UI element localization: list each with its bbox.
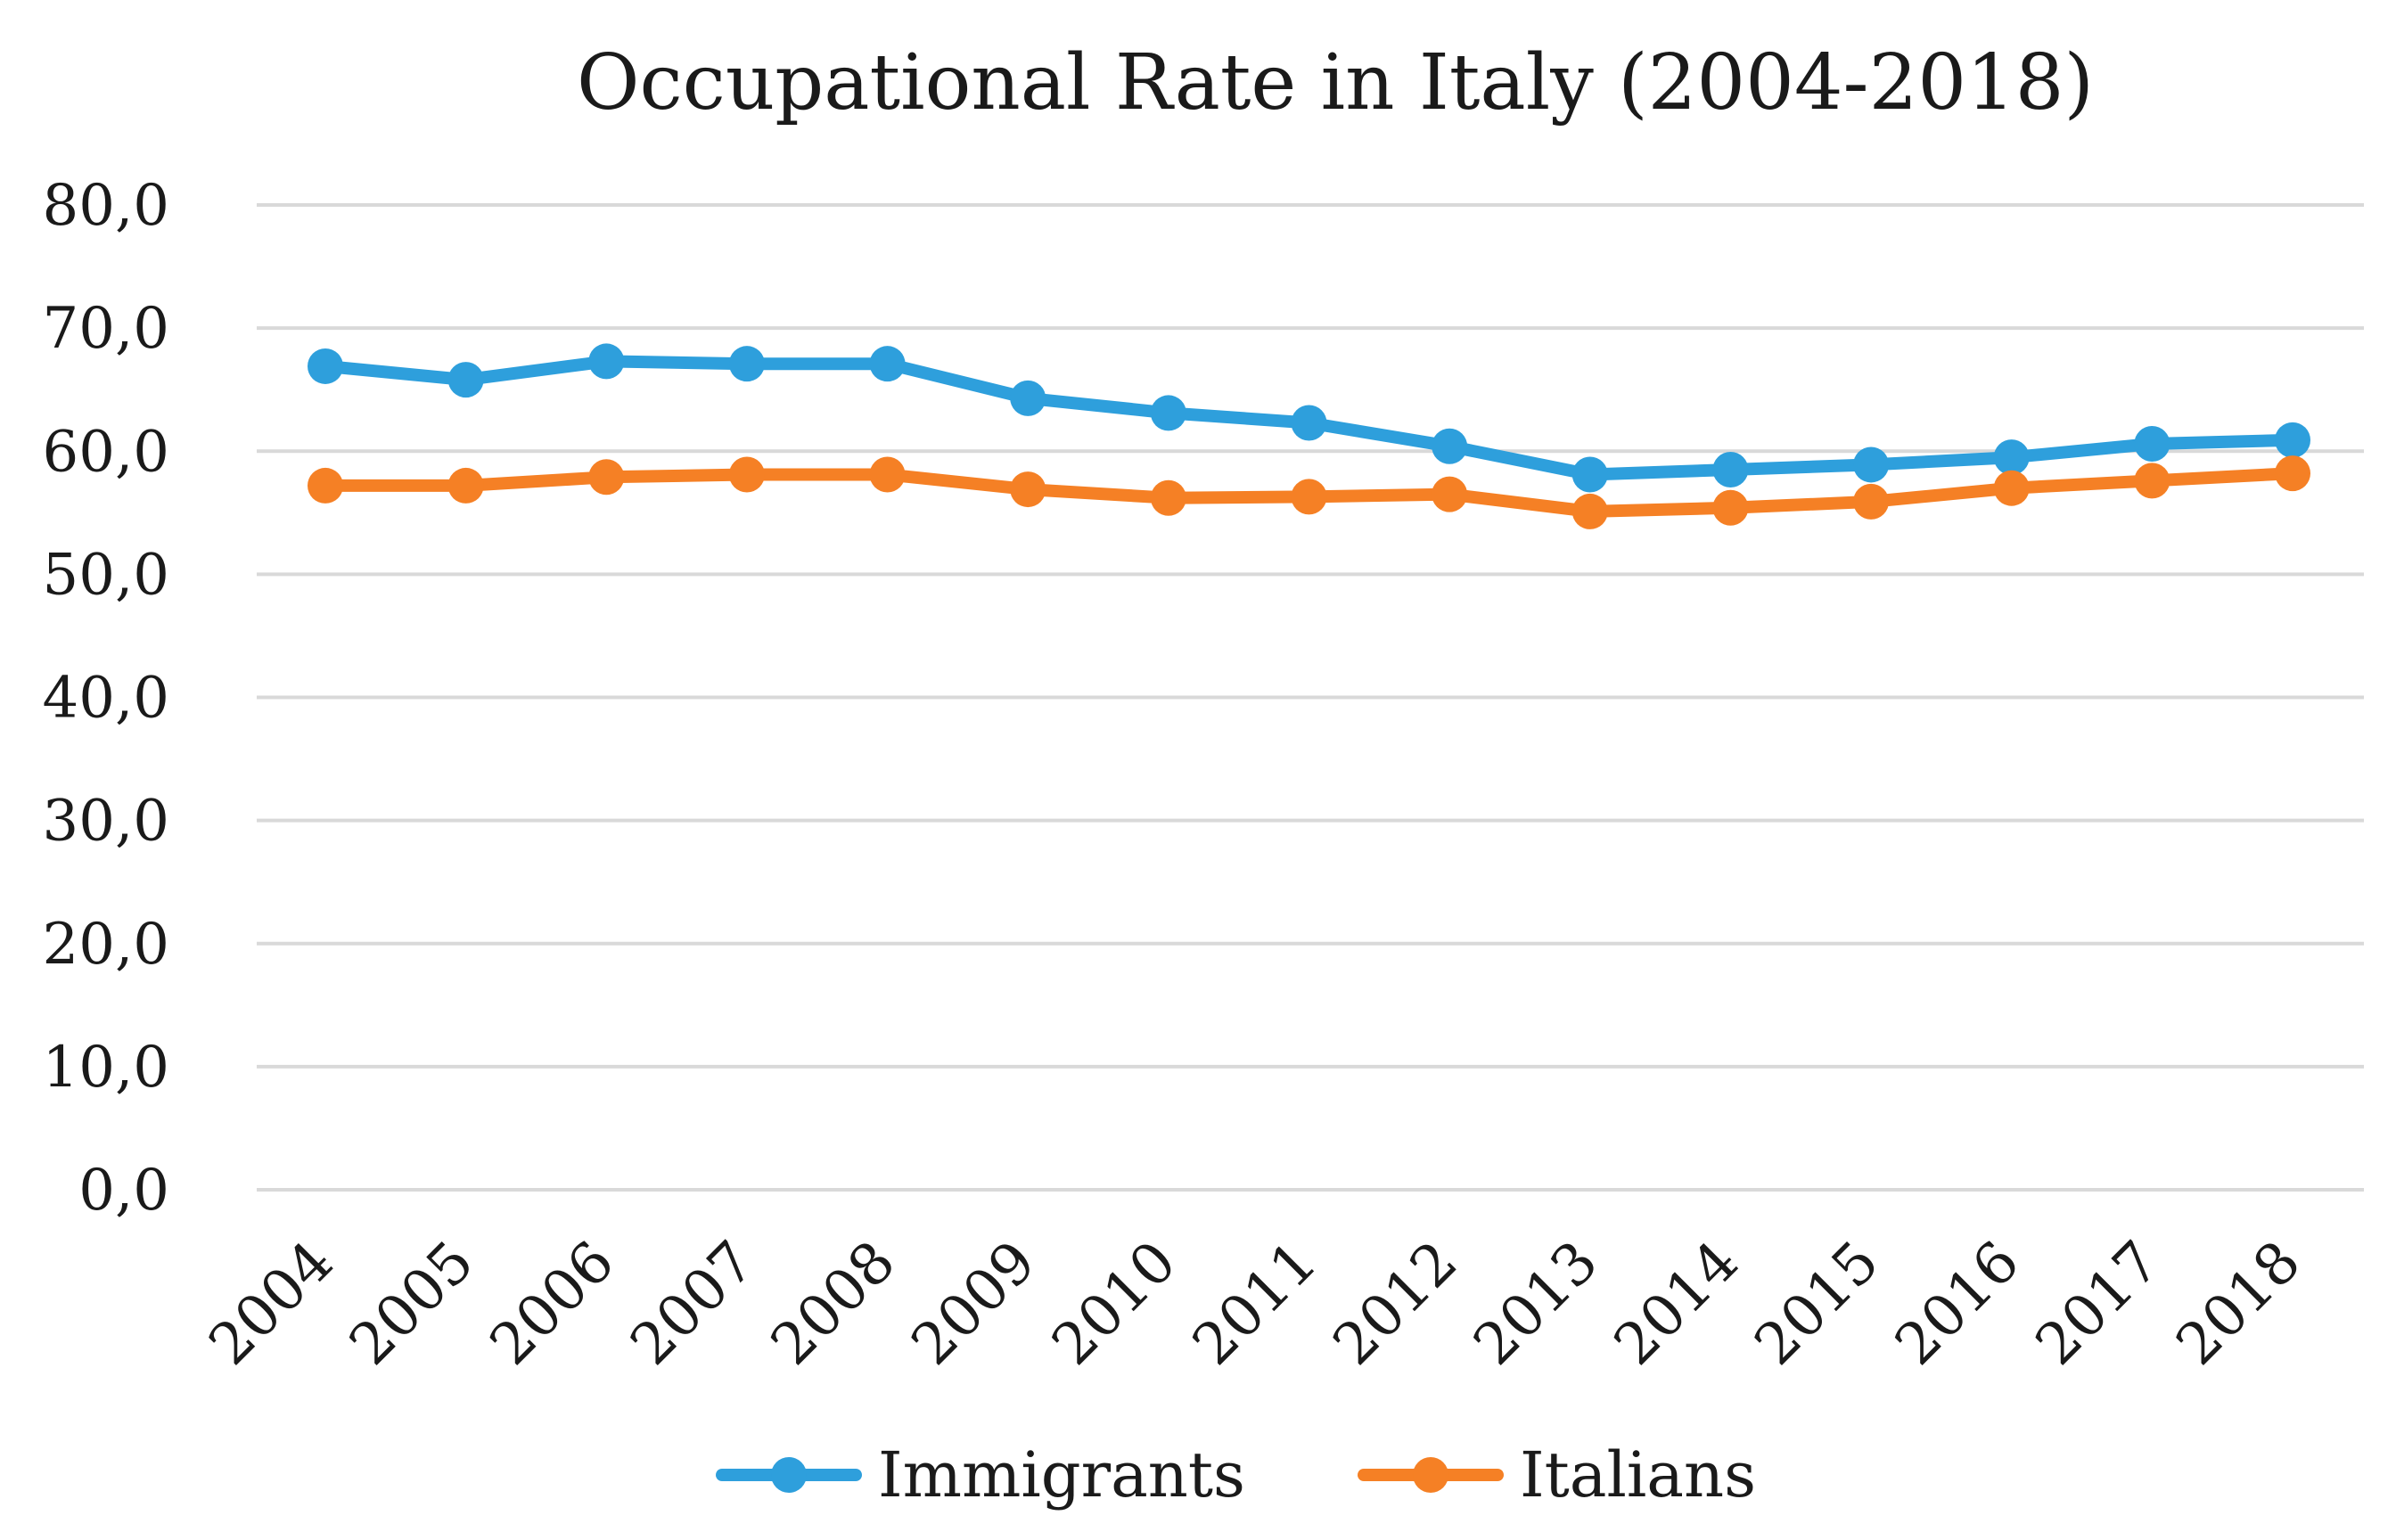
data-point (1571, 493, 1608, 529)
data-point (1010, 380, 1046, 416)
legend-label: Italians (1520, 1438, 1756, 1511)
x-tick-label: 2004 (197, 1229, 346, 1378)
x-tick-label: 2015 (1743, 1229, 1891, 1378)
y-axis: 0,0 10,0 20,0 30,0 40,0 50,0 60,0 70,0 80,0 (43, 173, 170, 1224)
data-point (308, 467, 343, 504)
legend-marker (1413, 1457, 1448, 1493)
x-tick-label: 2018 (2164, 1229, 2313, 1378)
data-point (1291, 405, 1327, 441)
data-point (588, 459, 625, 496)
x-tick-label: 2010 (1040, 1229, 1189, 1378)
x-tick-label: 2008 (759, 1229, 907, 1378)
data-point (1993, 439, 2030, 476)
x-tick-label: 2011 (1180, 1229, 1329, 1378)
x-tick-label: 2013 (1462, 1229, 1611, 1378)
x-tick-label: 2014 (1602, 1229, 1751, 1378)
data-point (1853, 483, 1890, 520)
y-tick-label: 20,0 (43, 912, 170, 978)
y-tick-label: 60,0 (43, 419, 170, 485)
data-point (2275, 455, 2310, 492)
y-tick-label: 50,0 (43, 542, 170, 608)
x-tick-label: 2005 (337, 1229, 486, 1378)
data-point (1432, 428, 1468, 464)
data-point (1712, 489, 1749, 526)
data-point (447, 362, 484, 398)
y-tick-label: 10,0 (43, 1035, 170, 1101)
x-axis: 2004200520062007200820092010201120122013… (197, 1229, 2313, 1378)
data-point (869, 346, 906, 382)
y-tick-label: 80,0 (43, 173, 170, 239)
y-tick-label: 70,0 (43, 296, 170, 362)
data-point (1432, 476, 1468, 512)
x-tick-label: 2017 (2023, 1229, 2172, 1378)
data-point (728, 346, 765, 382)
series-group (308, 343, 2310, 529)
data-point (2134, 425, 2170, 462)
legend-marker (771, 1457, 807, 1493)
data-point (1993, 470, 2030, 506)
y-tick-label: 0,0 (78, 1158, 169, 1224)
data-point (2134, 463, 2170, 499)
data-point (869, 456, 906, 493)
gridlines (257, 203, 2364, 1192)
data-point (1853, 446, 1890, 483)
data-point (308, 348, 343, 384)
data-point (1712, 451, 1749, 487)
x-tick-label: 2006 (478, 1229, 627, 1378)
data-point (1291, 479, 1327, 515)
data-point (447, 467, 484, 504)
data-point (1571, 456, 1608, 493)
data-point (588, 343, 625, 380)
x-tick-label: 2016 (1883, 1229, 2032, 1378)
legend: Immigrants Italians (716, 1438, 1756, 1511)
legend-label: Immigrants (878, 1438, 1245, 1511)
x-tick-label: 2007 (619, 1229, 767, 1378)
y-tick-label: 30,0 (43, 789, 170, 855)
y-tick-label: 40,0 (43, 666, 170, 732)
data-point (1150, 395, 1186, 431)
x-tick-label: 2012 (1321, 1229, 1470, 1378)
data-point (1150, 479, 1186, 516)
data-point (728, 456, 765, 493)
x-tick-label: 2009 (899, 1229, 1048, 1378)
data-point (2275, 422, 2310, 458)
chart-title: Occupational Rate in Italy (2004-2018) (577, 38, 2094, 127)
data-point (1010, 471, 1046, 508)
